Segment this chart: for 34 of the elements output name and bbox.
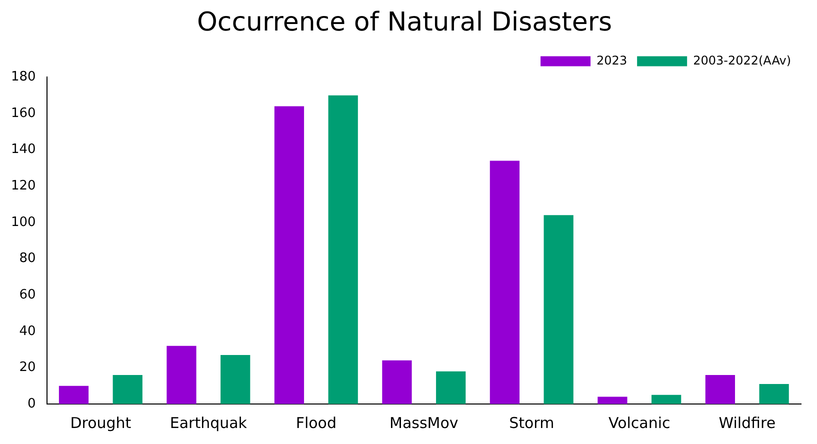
bar xyxy=(436,371,466,404)
y-tick-label: 20 xyxy=(19,360,36,376)
y-tick-label: 80 xyxy=(19,251,36,266)
y-tick-label: 160 xyxy=(10,106,36,121)
y-tick-label: 60 xyxy=(19,287,36,302)
x-tick-label: Drought xyxy=(70,414,132,432)
x-tick-label: Earthquak xyxy=(170,414,248,432)
y-tick-label: 180 xyxy=(10,70,36,85)
y-tick-label: 120 xyxy=(10,178,36,194)
bar xyxy=(58,386,89,404)
bar xyxy=(490,160,520,404)
bar xyxy=(759,384,789,404)
x-tick-label: Volcanic xyxy=(608,414,670,432)
bar xyxy=(328,95,358,404)
x-tick-label: Wildfire xyxy=(718,414,776,432)
x-tick-label: Flood xyxy=(296,414,336,432)
bar xyxy=(166,346,196,404)
bar xyxy=(598,396,628,404)
bar xyxy=(382,360,412,404)
x-tick-label: MassMov xyxy=(390,414,458,432)
legend-label: 2003-2022(AAv) xyxy=(693,53,791,68)
x-tick-label: Storm xyxy=(509,414,554,432)
y-tick-label: 140 xyxy=(10,142,36,158)
bar xyxy=(652,394,682,404)
legend-label: 2023 xyxy=(596,53,628,68)
bar xyxy=(705,374,736,404)
chart-title: Occurrence of Natural Disasters xyxy=(196,7,612,38)
y-tick-label: 40 xyxy=(19,324,36,339)
y-tick-label: 100 xyxy=(10,214,36,230)
y-tick-label: 0 xyxy=(28,396,36,412)
bar xyxy=(544,215,574,404)
bar xyxy=(274,106,304,404)
bar xyxy=(220,354,250,404)
bar xyxy=(112,374,142,404)
